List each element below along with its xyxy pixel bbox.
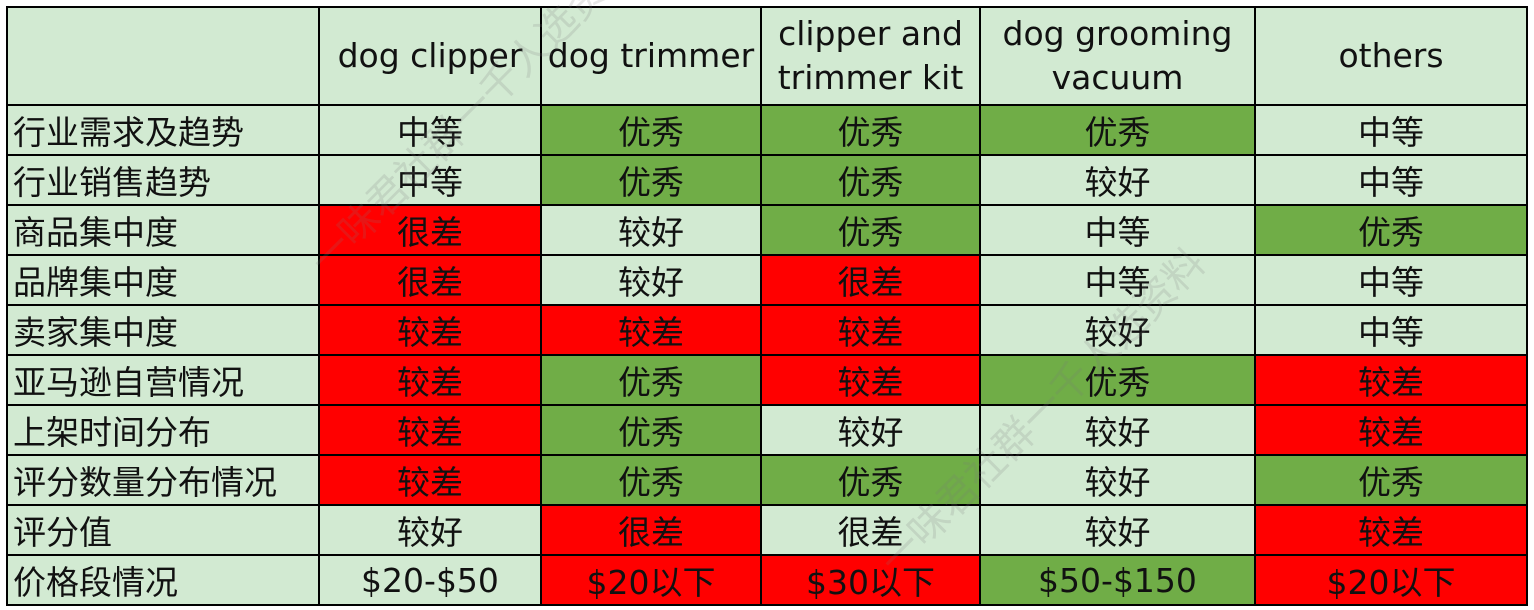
rating-cell: 中等	[979, 204, 1256, 256]
rating-cell: 优秀	[760, 104, 981, 156]
row-label: 评分值	[6, 504, 320, 556]
rating-cell: 较好	[979, 304, 1256, 356]
rating-cell: 较差	[760, 304, 981, 356]
rating-cell: 较差	[540, 304, 762, 356]
rating-cell: 很差	[760, 504, 981, 556]
row-label: 品牌集中度	[6, 254, 320, 306]
table-row: 商品集中度 很差 较好 优秀 中等 优秀	[6, 204, 1528, 256]
rating-cell: 优秀	[1254, 204, 1528, 256]
rating-cell: $20-$50	[318, 554, 542, 606]
rating-cell: 中等	[318, 104, 542, 156]
rating-cell: 较好	[979, 404, 1256, 456]
rating-cell: 较好	[318, 504, 542, 556]
row-label: 评分数量分布情况	[6, 454, 320, 506]
row-label: 卖家集中度	[6, 304, 320, 356]
row-label: 价格段情况	[6, 554, 320, 606]
rating-cell: 较好	[979, 454, 1256, 506]
table-body: 行业需求及趋势 中等 优秀 优秀 优秀 中等 行业销售趋势 中等 优秀 优秀 较好 中等 商品集中度 很差…	[6, 104, 1528, 606]
rating-cell: 很差	[318, 204, 542, 256]
table-row: 上架时间分布 较差 优秀 较好 较好 较差	[6, 404, 1528, 456]
rating-cell: 优秀	[979, 104, 1256, 156]
rating-cell: 较差	[318, 304, 542, 356]
rating-cell: 中等	[1254, 154, 1528, 206]
rating-cell: 中等	[1254, 304, 1528, 356]
rating-cell: 较差	[318, 404, 542, 456]
row-label: 商品集中度	[6, 204, 320, 256]
rating-cell: 较差	[1254, 504, 1528, 556]
rating-cell: 较差	[318, 354, 542, 406]
rating-cell: 优秀	[760, 454, 981, 506]
table-row: 评分值 较好 很差 很差 较好 较差	[6, 504, 1528, 556]
rating-cell: 较好	[540, 204, 762, 256]
rating-cell: 中等	[979, 254, 1256, 306]
column-header: dog grooming vacuum	[979, 6, 1256, 106]
column-header: dog clipper	[318, 6, 542, 106]
rating-cell: 优秀	[540, 154, 762, 206]
rating-cell: $20以下	[1254, 554, 1528, 606]
rating-cell: 中等	[1254, 254, 1528, 306]
rating-cell: 较差	[1254, 354, 1528, 406]
column-header: clipper and trimmer kit	[760, 6, 981, 106]
table-row: 行业需求及趋势 中等 优秀 优秀 优秀 中等	[6, 104, 1528, 156]
table-row: 亚马逊自营情况 较差 优秀 较差 优秀 较差	[6, 354, 1528, 406]
rating-cell: 很差	[540, 504, 762, 556]
header-row: dog clipper dog trimmer clipper and trim…	[6, 6, 1528, 106]
corner-cell	[6, 6, 320, 106]
rating-cell: 很差	[318, 254, 542, 306]
column-header: dog trimmer	[540, 6, 762, 106]
rating-cell: $30以下	[760, 554, 981, 606]
rating-cell: 较差	[1254, 404, 1528, 456]
table-row: 价格段情况 $20-$50 $20以下 $30以下 $50-$150 $20以下	[6, 554, 1528, 606]
row-label: 行业销售趋势	[6, 154, 320, 206]
rating-cell: 优秀	[979, 354, 1256, 406]
rating-cell: 优秀	[1254, 454, 1528, 506]
row-label: 行业需求及趋势	[6, 104, 320, 156]
table-row: 品牌集中度 很差 较好 很差 中等 中等	[6, 254, 1528, 306]
row-label: 亚马逊自营情况	[6, 354, 320, 406]
rating-cell: 优秀	[540, 404, 762, 456]
row-label: 上架时间分布	[6, 404, 320, 456]
column-header: others	[1254, 6, 1528, 106]
rating-cell: 很差	[760, 254, 981, 306]
rating-cell: 优秀	[760, 154, 981, 206]
rating-cell: 中等	[318, 154, 542, 206]
rating-cell: 优秀	[540, 104, 762, 156]
rating-cell: 较好	[979, 504, 1256, 556]
rating-cell: 优秀	[760, 204, 981, 256]
rating-cell: 较好	[979, 154, 1256, 206]
rating-cell: 中等	[1254, 104, 1528, 156]
rating-cell: 较好	[540, 254, 762, 306]
rating-cell: $50-$150	[979, 554, 1256, 606]
rating-cell: 较差	[760, 354, 981, 406]
rating-cell: 较差	[318, 454, 542, 506]
rating-cell: 优秀	[540, 454, 762, 506]
category-evaluation-table: dog clipper dog trimmer clipper and trim…	[6, 6, 1528, 606]
table-row: 卖家集中度 较差 较差 较差 较好 中等	[6, 304, 1528, 356]
rating-cell: $20以下	[540, 554, 762, 606]
table-row: 评分数量分布情况 较差 优秀 优秀 较好 优秀	[6, 454, 1528, 506]
rating-cell: 优秀	[540, 354, 762, 406]
rating-cell: 较好	[760, 404, 981, 456]
table-row: 行业销售趋势 中等 优秀 优秀 较好 中等	[6, 154, 1528, 206]
